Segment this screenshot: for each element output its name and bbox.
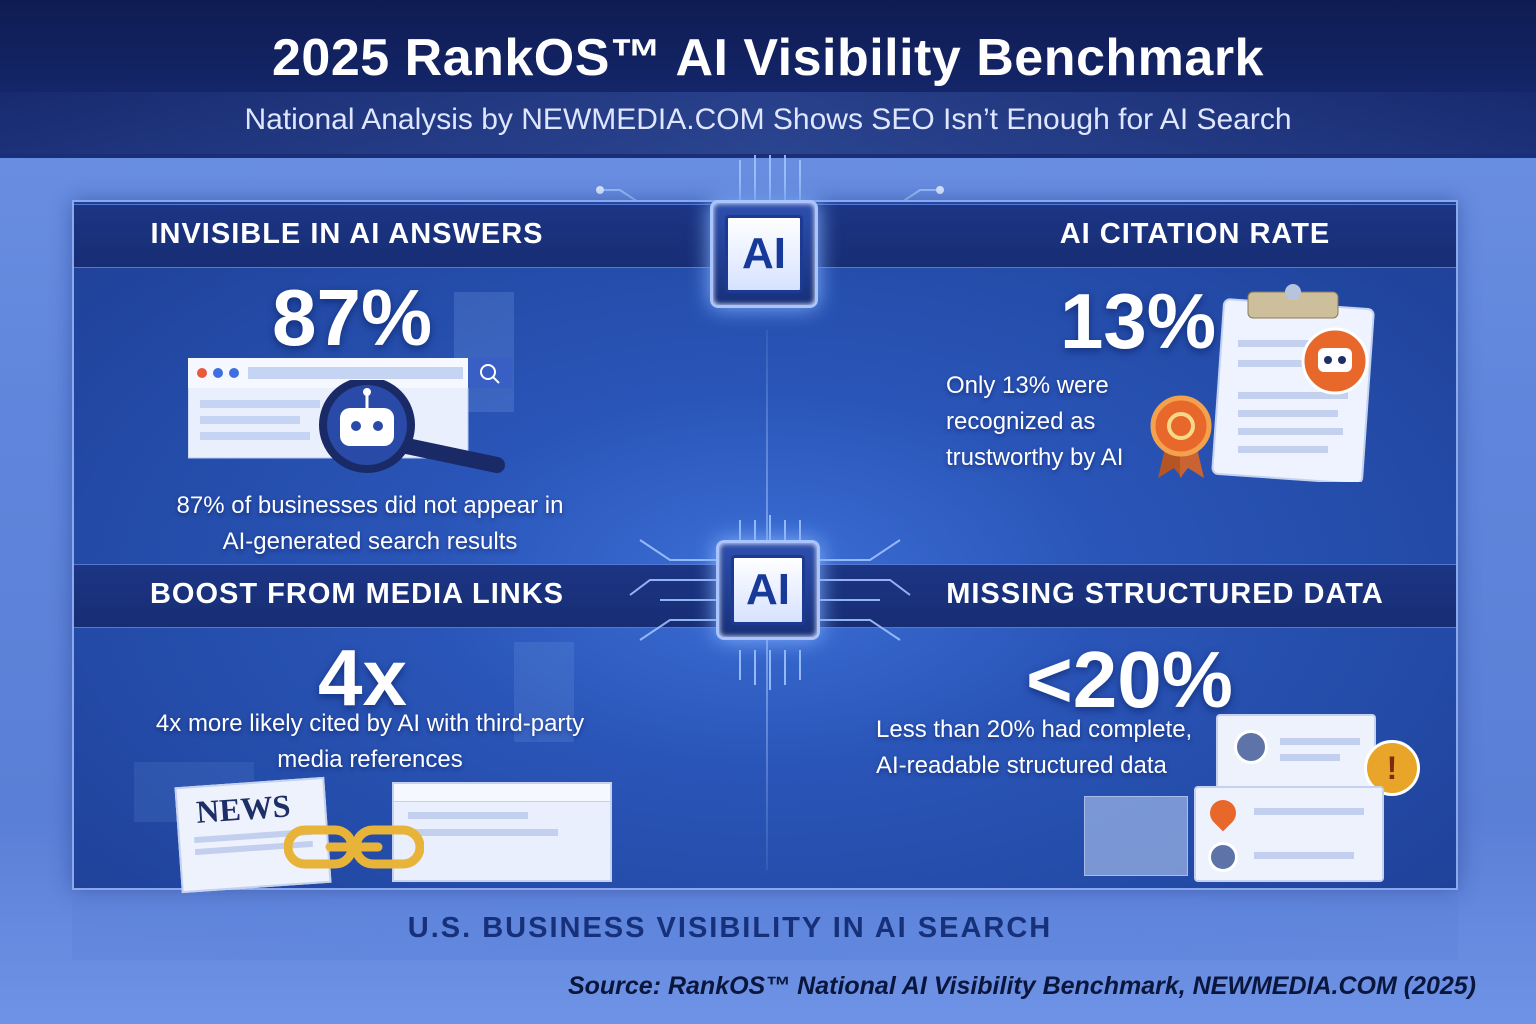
desc-media-line1: 4x more likely cited by AI with third-pa… [155, 710, 585, 737]
structured-data-card-icon [1194, 786, 1384, 882]
source-note: Source: RankOS™ National AI Visibility B… [567, 972, 1476, 1000]
bottom-band-title: U.S. BUSINESS VISIBILITY IN AI SEARCH [407, 912, 1053, 944]
bottom-band [72, 898, 1458, 960]
stat-structured: <20% [1026, 635, 1233, 724]
desc-structured-line1: Less than 20% had complete, [876, 716, 1193, 743]
header: 2025 RankOS™ AI Visibility Benchmark Nat… [0, 0, 1536, 158]
desc-invisible-line1: 87% of businesses did not appear in [176, 492, 564, 519]
clipboard-icon [1211, 284, 1375, 482]
desc-media-line2: media references [277, 746, 463, 773]
section-title-structured: MISSING STRUCTURED DATA [946, 578, 1384, 610]
card-line [1280, 754, 1340, 761]
desc-structured-line2: AI-readable structured data [876, 752, 1167, 779]
robot-badge-icon [1301, 327, 1369, 395]
card-line [1254, 808, 1364, 815]
card-line [1254, 852, 1354, 859]
desc-structured: Less than 20% had complete, AI-readable … [876, 712, 1206, 784]
location-pin-icon [1204, 794, 1242, 832]
subtitle-band [0, 92, 1536, 154]
page-subtitle: National Analysis by NEWMEDIA.COM Shows … [244, 103, 1292, 136]
circuit-lines-center [629, 515, 911, 690]
desc-citation-line3: trustworthy by AI [946, 444, 1124, 471]
desc-citation-line1: Only 13% were [946, 372, 1109, 399]
profile-card-icon [1216, 714, 1376, 794]
desc-citation: Only 13% were recognized as trustworthy … [946, 368, 1146, 476]
stat-invisible: 87% [272, 273, 433, 362]
ai-chip-label: AI [731, 555, 805, 625]
desc-invisible: 87% of businesses did not appear in AI-g… [170, 488, 570, 560]
ai-chip-center: AI [716, 540, 820, 640]
webpage-card-line [408, 829, 558, 836]
page-title: 2025 RankOS™ AI Visibility Benchmark [272, 29, 1264, 87]
avatar [1234, 730, 1268, 764]
webpage-card-icon [392, 782, 612, 882]
webpage-card-line [408, 812, 528, 819]
section-title-media: BOOST FROM MEDIA LINKS [149, 578, 565, 610]
desc-invisible-line2: AI-generated search results [222, 528, 518, 555]
section-title-invisible: INVISIBLE IN AI ANSWERS [150, 218, 544, 250]
magnifier-robot-icon [319, 380, 505, 473]
section-title-citation: AI CITATION RATE [1059, 218, 1331, 250]
bg-decoration [514, 642, 574, 742]
card-line [1280, 738, 1360, 745]
stat-citation: 13% [1060, 277, 1217, 365]
avatar [1208, 842, 1238, 872]
desc-citation-line2: recognized as [946, 408, 1096, 435]
stat-media: 4x [318, 633, 407, 722]
chain-link-icon [284, 825, 424, 869]
ai-chip-label: AI [725, 215, 803, 293]
award-ribbon-icon [1150, 395, 1212, 478]
ai-chip-top: AI [710, 200, 818, 308]
desc-media: 4x more likely cited by AI with third-pa… [130, 706, 610, 778]
webpage-card-bar [394, 784, 610, 802]
bg-document-icon [1084, 796, 1188, 876]
